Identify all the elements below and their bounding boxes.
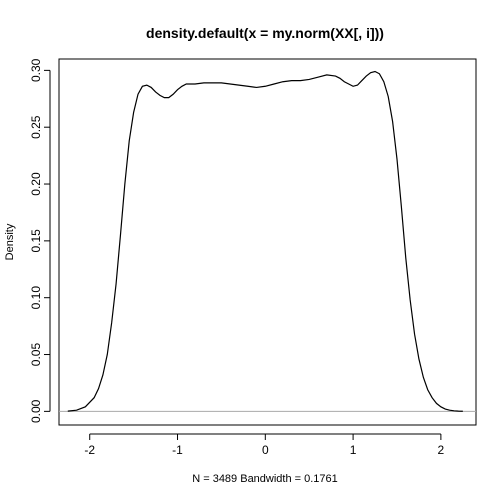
x-tick-label: -2: [84, 443, 95, 457]
y-axis: 0.00 0.05 0.10 0.15 0.20 0.25 0.30: [29, 58, 51, 423]
density-curve: [67, 70, 463, 412]
y-tick-label: 0.00: [29, 399, 43, 423]
y-tick-label: 0.30: [29, 58, 43, 82]
x-tick-label: 0: [262, 443, 269, 457]
x-axis-label: N = 3489 Bandwidth = 0.1761: [192, 473, 338, 485]
x-tick-label: -1: [172, 443, 183, 457]
x-axis: -2 -1 0 1 2: [84, 433, 445, 457]
chart-title: density.default(x = my.norm(XX[, i])): [146, 25, 384, 41]
x-tick-label: 1: [350, 443, 357, 457]
y-tick-label: 0.10: [29, 286, 43, 310]
y-tick-label: 0.05: [29, 343, 43, 367]
y-tick-label: 0.20: [29, 172, 43, 196]
x-tick-label: 2: [438, 443, 445, 457]
y-tick-label: 0.25: [29, 115, 43, 139]
y-tick-label: 0.15: [29, 229, 43, 253]
plot-frame: [58, 58, 477, 426]
y-axis-label: Density: [4, 223, 16, 260]
